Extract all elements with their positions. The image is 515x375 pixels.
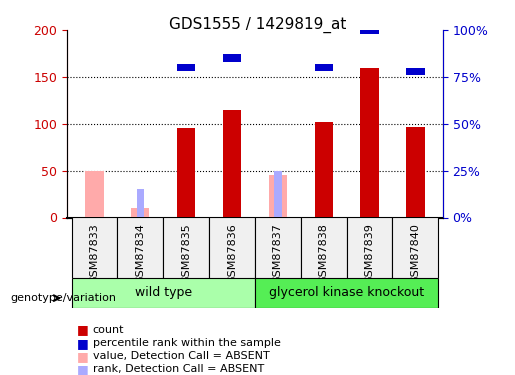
Text: wild type: wild type [134, 286, 192, 299]
Bar [360, 26, 379, 34]
Bar [315, 64, 333, 71]
Text: GSM87839: GSM87839 [365, 224, 374, 284]
FancyBboxPatch shape [392, 217, 438, 278]
FancyBboxPatch shape [72, 278, 255, 308]
FancyBboxPatch shape [347, 217, 392, 278]
Text: ■: ■ [77, 350, 89, 363]
Bar [85, 171, 104, 217]
FancyBboxPatch shape [117, 217, 163, 278]
Bar [177, 128, 195, 217]
Bar [406, 68, 424, 75]
Bar [360, 68, 379, 218]
Bar [223, 54, 241, 62]
Text: GSM87840: GSM87840 [410, 224, 420, 284]
Text: ■: ■ [77, 324, 89, 336]
Bar [131, 208, 149, 218]
FancyBboxPatch shape [255, 217, 301, 278]
Text: GSM87836: GSM87836 [227, 224, 237, 284]
Text: GSM87837: GSM87837 [273, 224, 283, 284]
Bar [223, 110, 241, 218]
FancyBboxPatch shape [209, 217, 255, 278]
Text: GDS1555 / 1429819_at: GDS1555 / 1429819_at [169, 17, 346, 33]
Text: GSM87833: GSM87833 [90, 224, 99, 284]
FancyBboxPatch shape [255, 278, 438, 308]
Text: genotype/variation: genotype/variation [10, 293, 116, 303]
Text: GSM87838: GSM87838 [319, 224, 329, 284]
Text: rank, Detection Call = ABSENT: rank, Detection Call = ABSENT [93, 364, 264, 374]
Text: value, Detection Call = ABSENT: value, Detection Call = ABSENT [93, 351, 269, 361]
FancyBboxPatch shape [163, 217, 209, 278]
Text: percentile rank within the sample: percentile rank within the sample [93, 338, 281, 348]
Text: ■: ■ [77, 363, 89, 375]
Bar [406, 127, 424, 218]
Bar [315, 122, 333, 218]
Bar [136, 189, 144, 217]
FancyBboxPatch shape [301, 217, 347, 278]
Text: GSM87834: GSM87834 [135, 224, 145, 284]
Bar [177, 64, 195, 71]
Bar [269, 176, 287, 217]
Text: ■: ■ [77, 337, 89, 350]
Text: count: count [93, 325, 124, 335]
Bar [274, 171, 282, 217]
Text: GSM87835: GSM87835 [181, 224, 191, 284]
Text: glycerol kinase knockout: glycerol kinase knockout [269, 286, 424, 299]
FancyBboxPatch shape [72, 217, 117, 278]
